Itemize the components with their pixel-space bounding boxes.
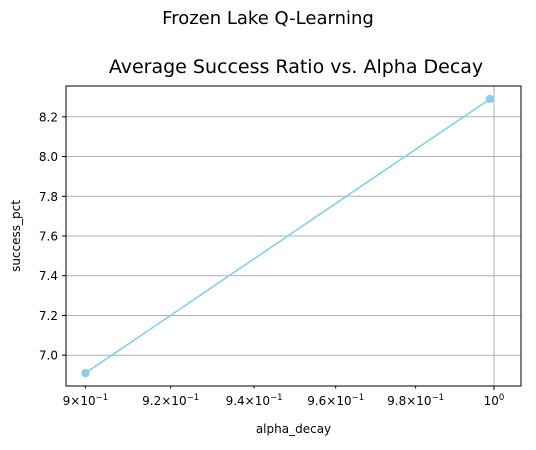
x-tick-label-base: 9.6×10 [307, 394, 351, 408]
axis-ticks: 7.07.27.47.67.88.08.29×10−1 9.2×10−1 9.4×1… [39, 110, 504, 408]
series-line [84, 98, 491, 374]
x-tick-label-base: 9.8×10 [387, 394, 431, 408]
x-tick-label-base: 9.4×10 [226, 394, 270, 408]
y-tick-label: 7.0 [39, 349, 58, 363]
x-tick-label: 9.8×10−1 [387, 393, 444, 408]
y-tick-label: 7.2 [39, 309, 58, 323]
x-tick-label: 9.6×10−1 [307, 393, 364, 408]
chart-title: Average Success Ratio vs. Alpha Decay [109, 56, 483, 78]
y-tick-label: 7.6 [39, 230, 58, 244]
x-tick-label: 100 [484, 393, 505, 408]
x-tick-label-exponent: −1 [187, 393, 200, 403]
plot-area-frame [65, 85, 522, 387]
x-tick-label: 9.4×10−1 [226, 393, 283, 408]
y-tick-label: 8.0 [39, 150, 58, 164]
y-tick-label: 7.4 [39, 269, 58, 283]
x-tick-label-base: 9.2×10 [142, 394, 186, 408]
grid-lines [66, 86, 521, 386]
data-point [81, 368, 90, 378]
x-tick-label-exponent: −1 [432, 393, 445, 403]
y-tick-label: 8.2 [39, 110, 58, 124]
x-axis-label: alpha_decay [256, 422, 331, 436]
x-tick-label-base: 9×10 [63, 394, 96, 408]
y-tick-label: 7.8 [39, 190, 58, 204]
x-tick-label: 9×10−1 [63, 393, 109, 408]
x-tick-label-exponent: 0 [499, 393, 504, 403]
x-tick-label-exponent: −1 [96, 393, 109, 403]
x-tick-label: 9.2×10−1 [142, 393, 199, 408]
series-layer [81, 94, 495, 378]
x-tick-label-base: 10 [484, 394, 499, 408]
chart-suptitle: Frozen Lake Q-Learning [162, 8, 374, 29]
data-point [485, 94, 495, 104]
x-tick-label-exponent: −1 [270, 393, 283, 403]
y-axis-label: success_pct [9, 200, 23, 272]
x-tick-label-exponent: −1 [352, 393, 365, 403]
